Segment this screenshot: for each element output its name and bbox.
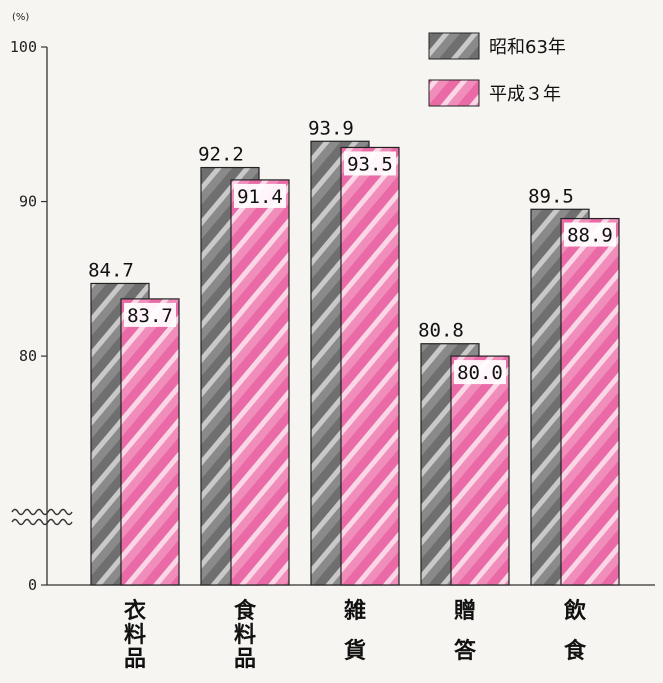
bar-heisei3 [230,179,290,586]
legend-label-showa63: 昭和63年 [489,37,566,58]
category-label-char: 料 [234,623,256,648]
bar-heisei3 [340,146,400,586]
value-label-showa63: 93.9 [308,117,354,139]
category-label-char: 貨 [344,638,366,664]
legend-label-heisei3: 平成３年 [489,84,561,105]
bar-heisei3 [120,298,180,586]
category-label-char: 雑 [343,598,366,624]
value-label-showa63: 92.2 [198,144,244,166]
category-label-char: 贈 [454,598,476,624]
category-label-char: 飲 [563,598,587,624]
category-label-char: 品 [234,647,256,672]
value-label-background [344,151,396,176]
y-tick-label: 80 [19,347,37,365]
y-tick-label: 90 [19,193,37,211]
value-label-background [454,360,506,385]
y-tick-label: 100 [10,38,37,56]
value-label-heisei3: 88.9 [567,225,613,247]
bar-heisei3 [450,355,510,586]
value-label-heisei3: 91.4 [237,186,283,208]
value-label-background [124,302,176,327]
value-label-background [564,222,616,247]
category-label-char: 品 [124,647,146,672]
legend-swatch-showa63 [428,32,480,60]
y-tick-label: 0 [28,576,37,594]
category-label-char: 答 [454,638,477,664]
y-unit-label: (%) [12,12,29,23]
value-label-background [234,183,286,208]
value-label-showa63: 80.8 [418,320,464,342]
bar-layer [90,140,620,586]
value-label-showa63: 84.7 [88,259,134,281]
value-label-showa63: 89.5 [528,185,574,207]
category-label-char: 食 [564,638,587,664]
label-layer: 84.783.7衣料品92.291.4食料品93.993.5雑貨80.880.0… [88,117,616,672]
legend-swatch-heisei3 [428,79,480,107]
axis-break-mark [11,508,73,516]
value-label-heisei3: 93.5 [347,153,393,175]
value-label-heisei3: 83.7 [127,305,173,327]
category-label-char: 食 [234,598,257,624]
axis-break-mark [11,518,73,526]
value-label-heisei3: 80.0 [457,362,503,384]
bar-heisei3 [560,217,620,586]
category-label-char: 料 [124,623,146,648]
category-label-char: 衣 [124,598,146,624]
